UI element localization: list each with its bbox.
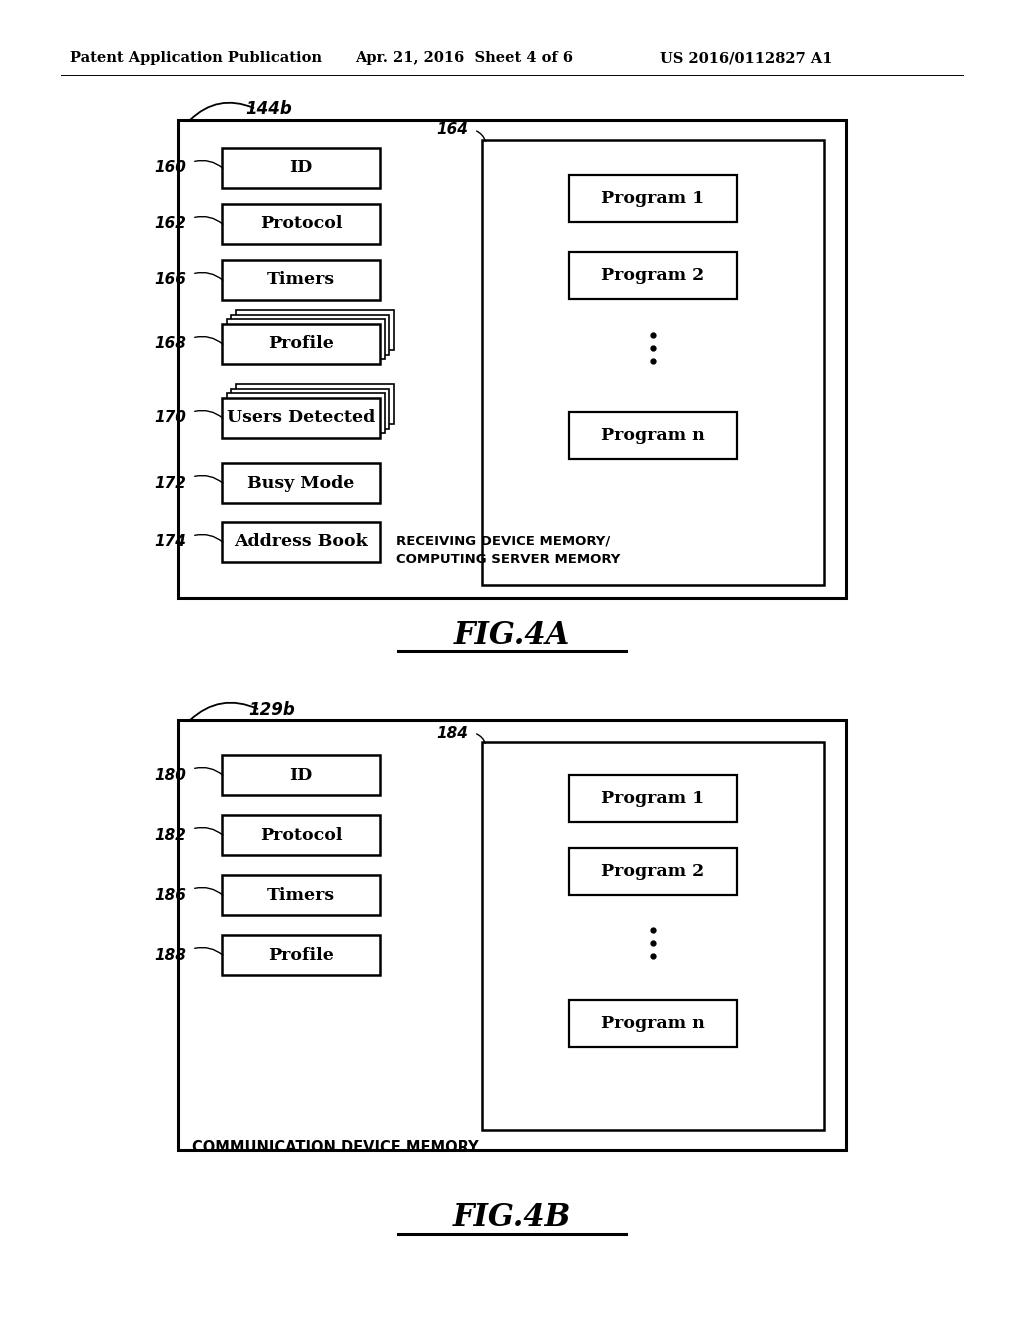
Text: Busy Mode: Busy Mode (248, 474, 354, 491)
Text: 166: 166 (154, 272, 186, 288)
Text: Timers: Timers (267, 887, 335, 903)
Text: Profile: Profile (268, 335, 334, 352)
Text: Protocol: Protocol (260, 826, 342, 843)
Bar (482, 140, 824, 585)
Bar (569, 176, 737, 222)
Bar (227, 393, 385, 433)
Text: Timers: Timers (267, 272, 335, 289)
Bar (222, 205, 380, 244)
Bar (178, 120, 846, 598)
Text: Address Book: Address Book (234, 533, 368, 550)
Bar (231, 389, 389, 429)
Text: Patent Application Publication: Patent Application Publication (70, 51, 322, 65)
Text: 162: 162 (154, 216, 186, 231)
Bar (569, 1001, 737, 1047)
Bar (222, 463, 380, 503)
Text: US 2016/0112827 A1: US 2016/0112827 A1 (660, 51, 833, 65)
Text: 129b: 129b (248, 701, 295, 719)
Bar (222, 755, 380, 795)
Text: FIG.4B: FIG.4B (453, 1203, 571, 1233)
Text: 170: 170 (154, 411, 186, 425)
Text: 160: 160 (154, 161, 186, 176)
Bar (236, 310, 394, 350)
Bar (222, 814, 380, 855)
Text: 164: 164 (436, 123, 468, 137)
Text: 172: 172 (154, 475, 186, 491)
Bar (569, 252, 737, 300)
Bar (227, 319, 385, 359)
Text: 174: 174 (154, 535, 186, 549)
Bar (236, 384, 394, 424)
Bar (482, 742, 824, 1130)
Text: COMMUNICATION DEVICE MEMORY: COMMUNICATION DEVICE MEMORY (193, 1140, 478, 1155)
Bar (222, 399, 380, 438)
Text: 184: 184 (436, 726, 468, 741)
Bar (222, 935, 380, 975)
Bar (569, 412, 737, 459)
Bar (222, 260, 380, 300)
Text: Protocol: Protocol (260, 215, 342, 232)
Bar (222, 521, 380, 562)
Text: Apr. 21, 2016  Sheet 4 of 6: Apr. 21, 2016 Sheet 4 of 6 (355, 51, 573, 65)
Bar (222, 323, 380, 364)
Text: Program n: Program n (601, 426, 705, 444)
Text: ID: ID (290, 767, 312, 784)
Bar (569, 775, 737, 822)
Text: RECEIVING DEVICE MEMORY/
COMPUTING SERVER MEMORY: RECEIVING DEVICE MEMORY/ COMPUTING SERVE… (396, 535, 621, 566)
Bar (231, 315, 389, 355)
Text: 168: 168 (154, 337, 186, 351)
Bar (569, 847, 737, 895)
Text: Program 2: Program 2 (601, 267, 705, 284)
Text: Users Detected: Users Detected (227, 409, 375, 426)
Text: FIG.4A: FIG.4A (454, 619, 570, 651)
Text: 182: 182 (154, 828, 186, 842)
Bar (222, 875, 380, 915)
Text: ID: ID (290, 160, 312, 177)
Text: 186: 186 (154, 887, 186, 903)
Bar (178, 719, 846, 1150)
Text: Program 1: Program 1 (601, 789, 705, 807)
Text: 144b: 144b (245, 100, 292, 117)
Text: 180: 180 (154, 767, 186, 783)
Text: Program 2: Program 2 (601, 863, 705, 880)
Text: Program 1: Program 1 (601, 190, 705, 207)
Text: Program n: Program n (601, 1015, 705, 1032)
Text: 188: 188 (154, 948, 186, 962)
Text: Profile: Profile (268, 946, 334, 964)
Bar (222, 148, 380, 187)
